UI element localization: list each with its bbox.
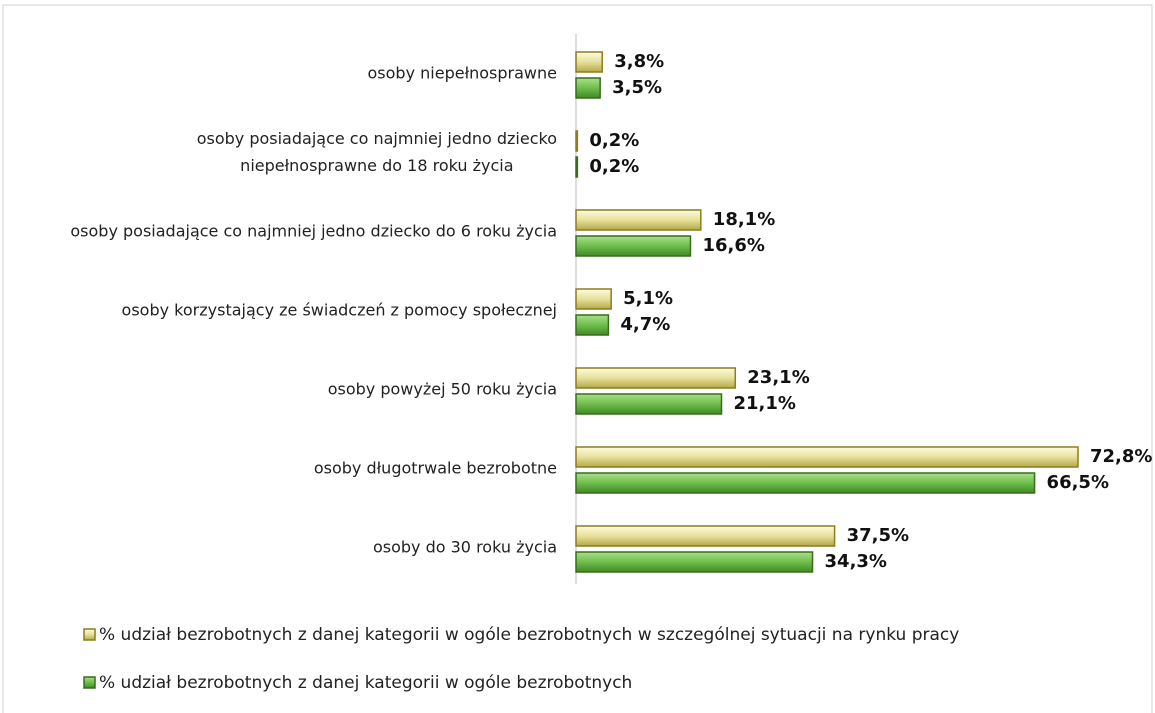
legend-label: % udział bezrobotnych z danej kategorii … [99, 673, 632, 693]
category-label: osoby do 30 roku życia [372, 537, 557, 557]
bar [575, 288, 612, 310]
category-label: osoby powyżej 50 roku życia [327, 379, 557, 399]
bar [575, 551, 814, 573]
bar [575, 130, 579, 152]
bar [575, 77, 601, 99]
value-label: 4,7% [620, 314, 670, 335]
value-label: 5,1% [623, 288, 673, 309]
value-label: 3,5% [612, 77, 662, 98]
value-label: 16,6% [702, 235, 764, 256]
legend-swatch [83, 628, 96, 641]
bar [575, 235, 692, 257]
category-label: osoby korzystający ze świadczeń z pomocy… [121, 300, 557, 320]
bar [575, 51, 603, 73]
value-label: 23,1% [747, 367, 809, 388]
category-label: osoby posiadające co najmniej jedno dzie… [196, 129, 557, 175]
category-label: osoby długotrwale bezrobotne [313, 458, 557, 478]
bar [575, 525, 836, 547]
frame [2, 4, 1153, 713]
bar [575, 314, 610, 336]
value-label: 66,5% [1047, 472, 1109, 493]
value-label: 37,5% [847, 525, 909, 546]
value-label: 34,3% [825, 551, 887, 572]
value-label: 0,2% [589, 130, 639, 151]
legend-label: % udział bezrobotnych z danej kategorii … [99, 625, 959, 645]
value-label: 72,8% [1090, 446, 1152, 467]
category-label: osoby posiadające co najmniej jedno dzie… [70, 221, 557, 241]
bar [575, 367, 737, 389]
category-label: osoby niepełnosprawne [367, 63, 557, 83]
value-label: 21,1% [733, 393, 795, 414]
value-label: 18,1% [713, 209, 775, 230]
bar [575, 393, 723, 415]
bar [575, 446, 1079, 468]
legend-swatch [83, 676, 96, 689]
value-label: 3,8% [614, 51, 664, 72]
bar [575, 472, 1036, 494]
value-label: 0,2% [589, 156, 639, 177]
bar [575, 209, 702, 231]
bar [575, 156, 579, 178]
